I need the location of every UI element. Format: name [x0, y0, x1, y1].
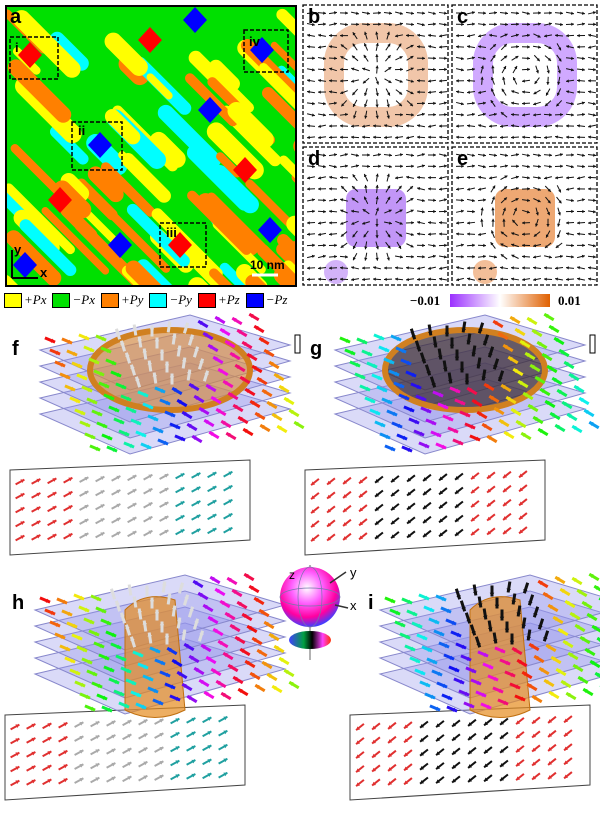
legend-item: −Px [52, 292, 95, 308]
vector-field-panel [302, 146, 449, 286]
axis-x-label: x [40, 265, 48, 280]
region-label-ii: ii [78, 123, 86, 138]
sphere-axis-y: y [350, 565, 357, 580]
legend-swatch [4, 292, 22, 308]
region-label-iv: iv [249, 34, 260, 49]
polar-domain [168, 232, 192, 258]
legend-swatch [52, 292, 71, 308]
sphere-axis-z: z [289, 568, 295, 582]
legend-swatch [197, 292, 216, 308]
color-disk [289, 631, 331, 649]
legend-item: −Py [149, 292, 192, 308]
scale-bar-label: 10 nm [250, 258, 285, 272]
panel-label-e: e [457, 148, 469, 170]
polar-domain [88, 132, 112, 158]
legend-item: +Pz [197, 292, 240, 308]
region-label-i: i [15, 40, 19, 55]
colorbar-max-label: 0.01 [558, 293, 581, 308]
polar-domain [48, 187, 72, 213]
polar-domain [198, 97, 222, 123]
region-label-iii: iii [166, 225, 177, 240]
legend-swatch [245, 292, 264, 308]
polar-domain [183, 7, 207, 33]
panel-label-h: h [12, 592, 25, 614]
legend-label: −Py [169, 292, 192, 307]
panel-label-c: c [457, 6, 469, 28]
axes-arrows [11, 250, 38, 279]
legend-item: +Px [4, 292, 46, 308]
legend-label: +Py [120, 292, 144, 307]
panel-label-d: d [308, 148, 321, 170]
panel-label-i: i [368, 592, 374, 614]
vector-field-panel [302, 4, 449, 144]
axis-y-label: y [14, 242, 22, 257]
polar-domain [258, 217, 282, 243]
polar-domain [250, 37, 274, 63]
polarization-legend: +Px −Px +Py −Py +Pz −Pz [4, 292, 288, 308]
legend-swatch [149, 292, 168, 308]
polar-domain [18, 42, 42, 68]
domain-map [6, 6, 296, 286]
polar-domain [13, 252, 37, 278]
panel-label-b: b [308, 6, 321, 28]
legend-item: +Py [100, 292, 144, 308]
vector-field-panel [451, 4, 598, 144]
colorbar-min-label: −0.01 [410, 293, 441, 308]
3d-polarization-panel [9, 312, 305, 556]
panel-label-f: f [12, 338, 19, 360]
legend-label: −Px [72, 292, 95, 307]
3d-polarization-panel [304, 312, 600, 556]
sphere-axis-x: x [350, 598, 357, 613]
colorbar [450, 294, 550, 307]
polar-domain [233, 157, 257, 183]
region-box [159, 222, 207, 268]
legend-item: −Pz [245, 292, 288, 308]
panel-label-a: a [10, 6, 22, 28]
3d-polarization-panel [349, 572, 600, 801]
polar-domain [138, 27, 162, 53]
legend-label: +Px [24, 292, 47, 307]
legend-swatch [100, 292, 119, 308]
region-box [243, 29, 289, 73]
polar-domain [108, 232, 132, 258]
region-box [9, 36, 59, 80]
3d-polarization-panel [4, 572, 300, 801]
legend-label: +Pz [217, 292, 240, 307]
vector-field-panel [451, 146, 598, 286]
panel-a-frame [5, 5, 297, 287]
region-box [71, 121, 123, 171]
legend-label: −Pz [265, 292, 288, 307]
panel-label-g: g [310, 338, 323, 360]
color-sphere [279, 565, 349, 660]
